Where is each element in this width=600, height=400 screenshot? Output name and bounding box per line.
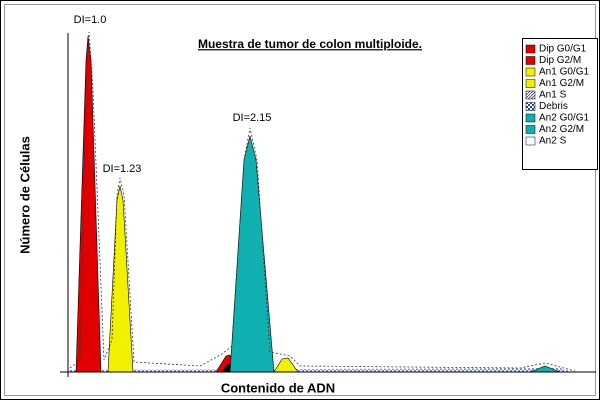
legend-swatch (525, 125, 536, 134)
legend-label: An1 G2/M (539, 78, 584, 89)
chart-title: Muestra de tumor de colon multiploide. (198, 37, 422, 51)
y-axis-label: Número de Células (17, 136, 32, 254)
legend-swatch (525, 90, 536, 100)
legend-label: An1 G0/G1 (539, 67, 589, 78)
annotation: DI=2.15 (233, 112, 272, 124)
legend-label: Dip G2/M (539, 55, 581, 66)
legend-swatch (525, 56, 536, 65)
legend-label: Dip G0/G1 (539, 44, 587, 55)
legend-label: An2 S (539, 136, 567, 147)
legend-swatch (525, 102, 536, 111)
legend-label: Debris (539, 101, 568, 112)
legend-swatch (525, 44, 536, 54)
inner-frame (4, 4, 596, 396)
legend-swatch (525, 136, 536, 146)
x-axis-label: Contenido de ADN (221, 380, 335, 395)
legend-swatch (525, 79, 536, 88)
debris-area (70, 368, 572, 372)
annotation: DI=1.0 (74, 14, 107, 26)
fit-curve (69, 31, 576, 372)
legend-label: An2 G0/G1 (539, 113, 589, 124)
legend-label: An2 G2/M (539, 124, 584, 135)
annotation: DI=1.23 (103, 163, 142, 175)
legend-swatch (525, 67, 536, 77)
legend-swatch (525, 113, 536, 123)
legend-label: An1 S (539, 90, 567, 101)
